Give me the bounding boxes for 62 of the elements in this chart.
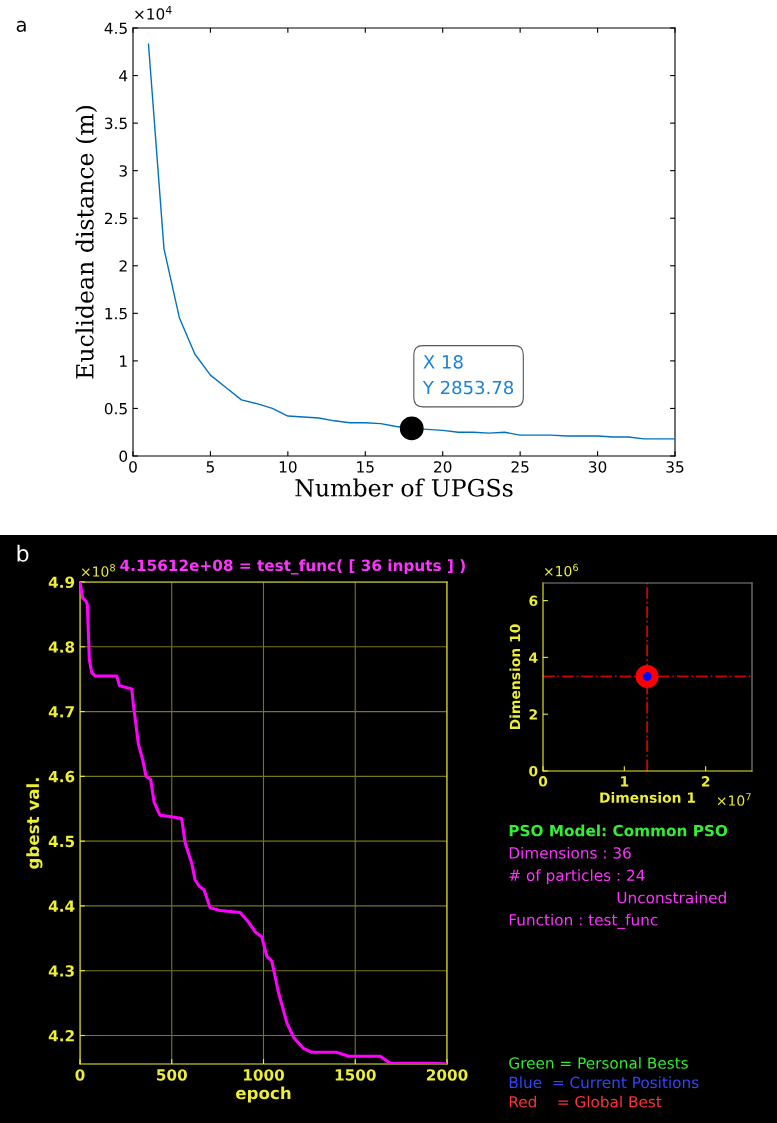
text: Dimensions : 36 xyxy=(509,846,631,859)
y-tick-label: 4.8 xyxy=(48,641,75,653)
x-tick-label: 500 xyxy=(156,1069,187,1081)
text: ×10$^{8}$ xyxy=(81,564,115,577)
y-tick-label: 1 xyxy=(120,355,127,367)
text: a xyxy=(16,20,26,32)
y-tick-label: 4.7 xyxy=(48,706,74,718)
y-tick-label: 4.9 xyxy=(48,576,75,589)
x-tick-label: 15 xyxy=(357,461,374,473)
y-tick-label: 6 xyxy=(529,595,538,607)
x-tick-label: 1500 xyxy=(335,1069,376,1081)
x-tick-label: 0 xyxy=(129,461,137,473)
y-tick-label: 3 xyxy=(119,165,127,177)
x-tick-label: 30 xyxy=(589,461,607,473)
y-tick-label: 0 xyxy=(119,450,128,463)
text: b xyxy=(17,544,29,562)
x-tick-label: 2 xyxy=(701,776,710,787)
text: ×10$^{7}$ xyxy=(717,793,751,806)
text: Red = Global Best xyxy=(509,1095,662,1108)
y-axis-title: Euclidean distance (m) xyxy=(75,106,98,379)
y-tick-label: 2.5 xyxy=(104,212,127,225)
line-series xyxy=(147,43,675,440)
text: Blue = Current Positions xyxy=(509,1076,699,1089)
x-tick-label: 0 xyxy=(75,1069,85,1081)
y-tick-label: 4.5 xyxy=(104,22,127,35)
text: ×10$^{6}$ xyxy=(544,563,579,577)
y-tick-label: 4.3 xyxy=(48,965,74,977)
text: ×10$^{4}$ xyxy=(135,5,172,20)
x-axis-title: Number of UPGSs xyxy=(295,478,513,497)
x-tick-label: 1 xyxy=(621,776,629,787)
chart-title: 4.15612e+08 = test_func( [ 36 inputs ] ) xyxy=(120,559,465,575)
x-axis-title: Dimension 1 xyxy=(600,792,696,803)
y-tick-label: 0 xyxy=(529,765,538,777)
text: Function : test_func xyxy=(509,913,658,929)
annotation: X 18 Y 2853.78 xyxy=(422,355,514,395)
x-tick-label: 25 xyxy=(511,461,529,473)
y-axis-title: gbest val. xyxy=(26,778,43,869)
x-tick-label: 0 xyxy=(538,776,548,787)
y-tick-label: 4 xyxy=(119,70,128,82)
text: Green = Personal Bests xyxy=(509,1056,688,1069)
x-axis-title: epoch xyxy=(236,1086,291,1103)
line-series xyxy=(80,582,447,1064)
y-tick-label: 1.5 xyxy=(105,308,127,320)
y-tick-label: 4 xyxy=(529,652,538,663)
y-tick-label: 4.6 xyxy=(48,770,75,783)
y-tick-label: 2 xyxy=(529,709,537,720)
text: # of particles : 24 xyxy=(509,869,645,885)
y-tick-label: 4.5 xyxy=(48,835,75,848)
y-axis-title: Dimension 10 xyxy=(509,624,521,730)
x-tick-label: 10 xyxy=(279,461,297,473)
text: PSO Model: Common PSO xyxy=(509,824,728,837)
x-tick-label: 2000 xyxy=(426,1069,468,1081)
x-tick-label: 5 xyxy=(206,461,214,473)
y-tick-label: 2 xyxy=(119,260,127,272)
text: Unconstrained xyxy=(617,891,726,904)
y-tick-label: 3.5 xyxy=(105,117,127,130)
y-tick-label: 0.5 xyxy=(104,402,127,415)
y-tick-label: 4.4 xyxy=(48,900,75,912)
y-tick-label: 4.2 xyxy=(48,1029,74,1042)
x-tick-label: 35 xyxy=(666,461,684,473)
x-tick-label: 20 xyxy=(434,461,452,473)
x-tick-label: 1000 xyxy=(243,1069,285,1081)
